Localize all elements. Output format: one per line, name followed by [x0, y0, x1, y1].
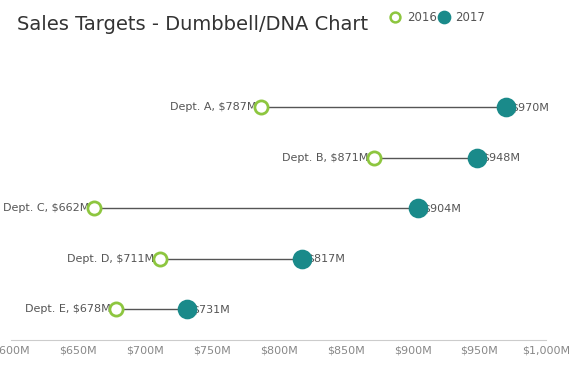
Text: 2017: 2017 [455, 11, 485, 24]
Text: $904M: $904M [423, 203, 461, 213]
Point [439, 14, 448, 20]
Point [502, 104, 511, 110]
Point [391, 14, 400, 20]
Point [182, 306, 191, 313]
Text: Dept. C, $662M: Dept. C, $662M [2, 203, 89, 213]
Point [369, 155, 378, 161]
Point [257, 104, 266, 110]
Point [111, 306, 120, 313]
Text: $948M: $948M [482, 153, 520, 163]
Text: Dept. B, $871M: Dept. B, $871M [282, 153, 368, 163]
Point [90, 205, 99, 212]
Text: $731M: $731M [192, 305, 230, 314]
Point [155, 256, 164, 262]
Point [413, 205, 422, 212]
Text: $970M: $970M [512, 103, 549, 112]
Text: Sales Targets - Dumbbell/DNA Chart: Sales Targets - Dumbbell/DNA Chart [17, 15, 368, 34]
Text: $817M: $817M [307, 254, 345, 264]
Point [297, 256, 306, 262]
Text: Dept. D, $711M: Dept. D, $711M [67, 254, 154, 264]
Point [472, 155, 481, 161]
Text: Dept. E, $678M: Dept. E, $678M [24, 305, 110, 314]
Text: 2016: 2016 [407, 11, 437, 24]
Text: Dept. A, $787M: Dept. A, $787M [170, 103, 256, 112]
